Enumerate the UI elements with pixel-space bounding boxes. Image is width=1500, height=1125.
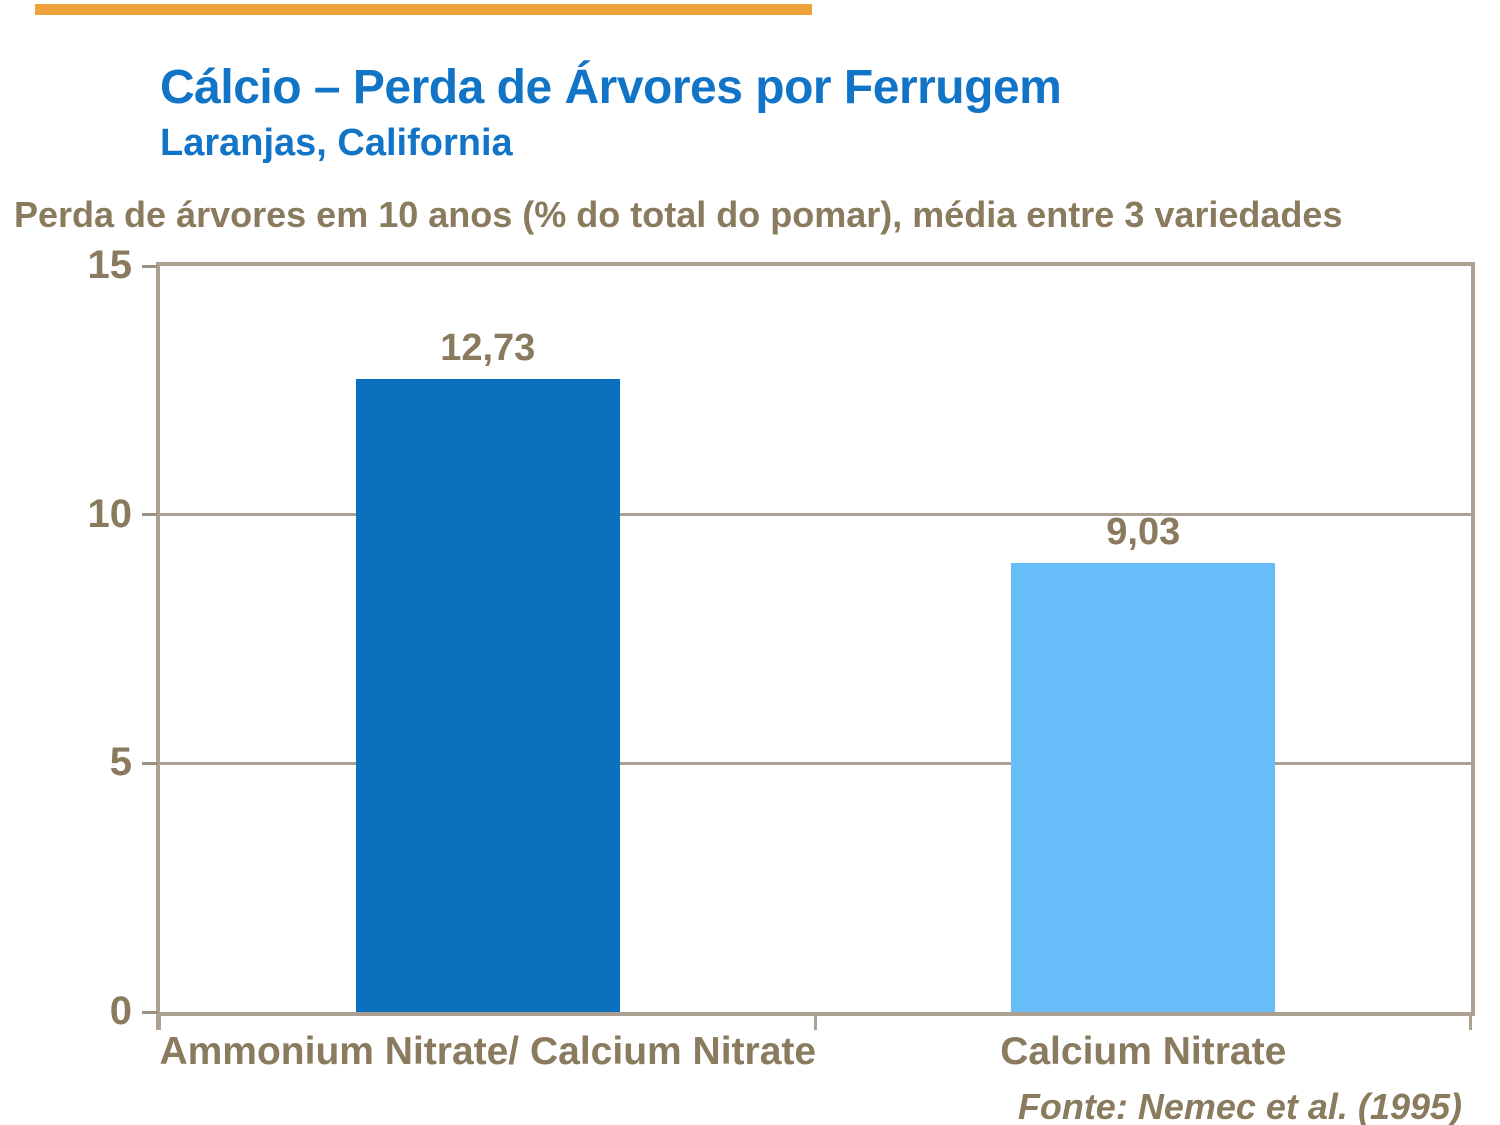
y-tick-label-0: 0 bbox=[109, 989, 132, 1033]
axis-unit-label: Perda de árvores em 10 anos (% do total … bbox=[14, 194, 1343, 235]
accent-bar bbox=[35, 4, 812, 15]
category-tick-mark-2 bbox=[1469, 1016, 1472, 1030]
category-label-calcium-nitrate: Calcium Nitrate bbox=[1000, 1030, 1287, 1073]
y-tick-mark-15 bbox=[142, 264, 158, 268]
x-axis-line bbox=[156, 1012, 1475, 1016]
category-tick-mark-1 bbox=[814, 1016, 817, 1030]
gridline-5 bbox=[160, 761, 1471, 765]
value-label-ammonium-nitrate-calcium-nitrate: 12,73 bbox=[440, 326, 536, 369]
y-tick-mark-0 bbox=[142, 1010, 158, 1014]
page-subtitle: Laranjas, California bbox=[160, 122, 513, 164]
plot-border-top bbox=[156, 262, 1475, 266]
plot-border-right bbox=[1471, 262, 1475, 1012]
page-title: Cálcio – Perda de Árvores por Ferrugem bbox=[160, 61, 1062, 114]
source-credit: Fonte: Nemec et al. (1995) bbox=[1017, 1086, 1462, 1125]
category-tick-mark-0 bbox=[158, 1016, 161, 1030]
bar-ammonium-nitrate-calcium-nitrate bbox=[355, 378, 620, 1012]
y-tick-label-10: 10 bbox=[87, 491, 133, 536]
y-tick-label-5: 5 bbox=[109, 740, 132, 785]
category-label-ammonium-nitrate-calcium-nitrate: Ammonium Nitrate/ Calcium Nitrate bbox=[159, 1030, 817, 1073]
value-label-calcium-nitrate: 9,03 bbox=[1106, 510, 1181, 553]
gridline-10 bbox=[160, 513, 1471, 517]
y-tick-label-15: 15 bbox=[87, 243, 133, 287]
y-axis-line bbox=[156, 262, 160, 1030]
y-tick-mark-5 bbox=[142, 761, 158, 765]
bar-calcium-nitrate bbox=[1011, 562, 1276, 1012]
plot-area: 12,73 9,03 bbox=[142, 262, 1475, 1030]
y-tick-mark-10 bbox=[142, 513, 158, 517]
